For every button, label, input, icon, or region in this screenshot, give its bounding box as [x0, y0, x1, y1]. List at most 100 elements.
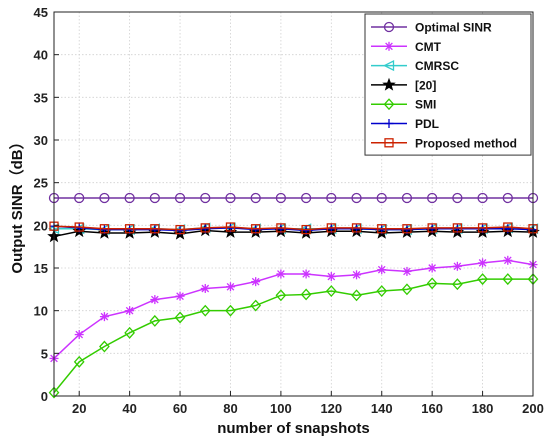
y-tick-label: 30: [34, 133, 48, 148]
data-point: [351, 223, 362, 233]
y-axis-label: Output SINR（dB）: [8, 134, 26, 273]
data-point: [275, 289, 287, 302]
series-0: [48, 192, 539, 204]
data-point: [275, 192, 287, 204]
data-point: [377, 265, 387, 275]
y-tick-label: 20: [34, 218, 48, 233]
data-point: [301, 224, 311, 235]
data-point: [351, 192, 362, 204]
data-point: [502, 273, 514, 286]
data-point: [251, 277, 261, 287]
data-point: [452, 261, 462, 271]
data-point: [74, 222, 84, 232]
series-3: [47, 223, 540, 243]
data-point: [478, 258, 488, 268]
x-tick-label: 140: [371, 401, 393, 416]
data-point: [402, 266, 412, 276]
data-point: [477, 273, 488, 286]
data-point: [401, 192, 413, 204]
data-point: [376, 285, 388, 298]
data-point: [124, 326, 136, 339]
y-tick-label: 5: [41, 346, 48, 361]
data-point: [124, 192, 135, 204]
legend-entry: PDL: [371, 117, 439, 131]
data-point: [352, 270, 362, 280]
data-point: [99, 224, 110, 234]
data-point: [503, 222, 513, 232]
data-point: [200, 223, 210, 233]
data-point: [200, 192, 211, 204]
data-point: [452, 223, 463, 233]
data-point: [99, 340, 110, 353]
legend-label: Optimal SINR: [415, 21, 492, 35]
data-point: [174, 192, 186, 204]
legend-label: CMT: [415, 40, 442, 54]
y-tick-label: 10: [34, 304, 48, 319]
legend-marker: [384, 138, 394, 148]
data-point: [99, 192, 110, 204]
data-point: [477, 192, 488, 204]
legend-marker: [382, 77, 396, 91]
series-layer: [47, 192, 540, 399]
legend-marker: [383, 21, 395, 33]
data-point: [451, 278, 463, 291]
legend-entry: CMRSC: [371, 59, 459, 73]
data-point: [175, 291, 185, 301]
data-point: [276, 269, 286, 279]
y-tick-label: 45: [34, 5, 48, 20]
ticks: 0 5 10 15 20 25 30 35 40 45 20 40 60 80 100 120 140 160 18…: [34, 5, 544, 416]
legend-label: CMRSC: [415, 59, 459, 73]
data-point: [225, 304, 236, 317]
data-point: [250, 299, 262, 312]
data-point: [225, 282, 235, 292]
data-point: [149, 314, 161, 327]
data-point: [74, 330, 84, 340]
plot-frame: [53, 11, 534, 397]
x-tick-label: 120: [320, 401, 342, 416]
x-tick-label: 80: [223, 401, 237, 416]
y-tick-label: 40: [34, 48, 48, 63]
data-point: [124, 224, 135, 234]
data-point: [251, 224, 261, 234]
x-tick-label: 100: [270, 401, 292, 416]
data-point: [503, 224, 513, 234]
y-tick-label: 25: [34, 176, 48, 191]
data-point: [503, 255, 513, 265]
legend-label: [20]: [415, 78, 436, 92]
data-point: [99, 312, 109, 322]
data-point: [326, 272, 336, 282]
data-point: [200, 283, 210, 293]
legend: Optimal SINR CMT CMRSC [20] SMI PDL Proposed m…: [364, 13, 532, 156]
data-point: [125, 306, 135, 316]
data-point: [150, 295, 160, 305]
data-point: [225, 192, 236, 204]
legend-label: PDL: [415, 117, 439, 131]
legend-entry: Proposed method: [371, 136, 517, 150]
data-point: [426, 277, 438, 290]
data-point: [225, 222, 236, 232]
x-tick-label: 60: [173, 401, 187, 416]
data-point: [326, 223, 336, 233]
legend-entry: Optimal SINR: [371, 21, 492, 35]
data-point: [300, 192, 312, 204]
y-tick-label: 15: [34, 261, 48, 276]
series-4: [48, 273, 539, 399]
y-tick-label: 0: [41, 389, 48, 404]
x-axis-label: number of snapshots: [217, 420, 370, 437]
data-point: [427, 263, 437, 273]
data-point: [477, 223, 488, 233]
legend-entry: [20]: [371, 77, 436, 92]
legend-entry: SMI: [371, 98, 436, 112]
data-point: [174, 311, 186, 324]
series-line: [53, 259, 534, 359]
data-point: [401, 283, 413, 296]
data-point: [502, 192, 513, 204]
legend-marker: [384, 41, 394, 51]
data-point: [199, 304, 211, 317]
x-tick-label: 160: [421, 401, 443, 416]
data-point: [376, 192, 387, 204]
series-6: [49, 221, 538, 235]
data-point: [73, 355, 85, 368]
legend-entry: CMT: [371, 40, 442, 54]
